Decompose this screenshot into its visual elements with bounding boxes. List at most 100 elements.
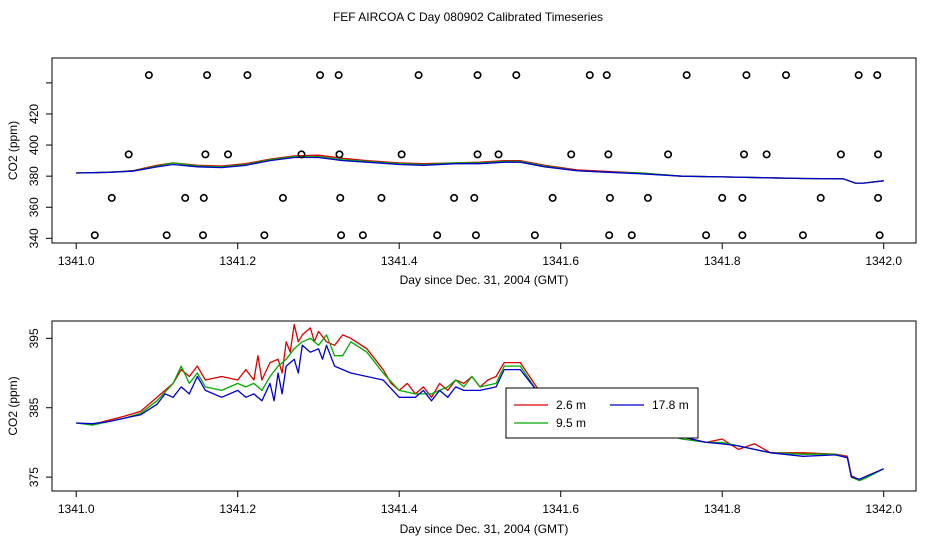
legend-label: 9.5 m [556,416,586,430]
calibration-marker [738,231,747,240]
y-axis-label: CO2 (ppm) [6,376,20,435]
calibration-marker [334,71,343,80]
calibration-marker [198,231,207,240]
calibration-marker [762,150,771,159]
y-tick-label: 400 [27,135,41,155]
series-line-17-8-m [76,156,884,184]
calibration-marker [604,150,613,159]
calibration-marker [874,193,883,202]
calibration-marker [336,193,345,202]
calibration-marker [585,71,594,80]
calibration-marker [854,71,863,80]
calibration-marker [397,150,406,159]
y-tick-label: 395 [27,328,41,348]
y-tick-label: 420 [27,104,41,124]
calibration-marker [201,150,210,159]
calibration-marker [433,231,442,240]
x-tick-label: 1341.2 [219,254,256,268]
x-tick-label: 1342.0 [865,254,902,268]
calibration-marker [243,71,252,80]
calibration-marker [512,71,521,80]
series-line-17-8-m [76,344,884,480]
calibration-marker [124,150,133,159]
calibration-marker [90,231,99,240]
legend-label: 2.6 m [556,398,586,412]
y-tick-label: 340 [27,228,41,248]
calibration-marker [199,193,208,202]
calibration-marker [471,231,480,240]
x-tick-label: 1341.8 [704,502,741,516]
x-axis-label: Day since Dec. 31, 2004 (GMT) [400,522,569,536]
x-tick-label: 1341.0 [58,502,95,516]
x-tick-label: 1342.0 [865,502,902,516]
calibration-marker [181,193,190,202]
calibration-marker [874,150,883,159]
calibration-marker [702,231,711,240]
top-panel: 1341.0 1341.2 1341.4 1341.6 1341.8 1342.0 340 3… [6,57,917,287]
calibration-marker [742,71,751,80]
y-tick-label: 385 [27,397,41,417]
series-line-9-5-m [76,334,884,482]
legend-box [505,387,699,439]
calibration-marker [470,193,479,202]
calibration-marker [297,150,306,159]
calibration-marker [643,193,652,202]
calibration-marker [494,150,503,159]
calibration-marker [162,231,171,240]
calibration-marker [473,150,482,159]
calibration-marker [602,71,611,80]
calibration-marker [337,231,346,240]
x-axis-label: Day since Dec. 31, 2004 (GMT) [400,273,569,287]
calibration-marker [605,193,614,202]
calibration-marker [873,71,882,80]
calibration-marker [567,150,576,159]
plot-frame [51,320,917,492]
calibration-marker [781,71,790,80]
calibration-marker [738,193,747,202]
calibration-marker [682,71,691,80]
legend: 2.6 m 17.8 m 9.5 m [505,387,699,439]
calibration-marker [548,193,557,202]
y-tick-label: 375 [27,467,41,487]
bottom-panel: 1341.0 1341.2 1341.4 1341.6 1341.8 1342.0 375 3… [6,320,917,536]
y-tick-label: 380 [27,166,41,186]
calibration-marker [224,150,233,159]
x-tick-label: 1341.4 [381,502,418,516]
calibration-marker [107,193,116,202]
series-line-9-5-m [76,156,884,184]
calibration-marker [335,150,344,159]
calibration-marker [836,150,845,159]
plot-frame [51,57,917,244]
calibration-marker [740,150,749,159]
calibration-marker [358,231,367,240]
series-line-2-6-m [76,323,884,481]
x-tick-label: 1341.0 [58,254,95,268]
legend-label: 17.8 m [652,398,689,412]
x-tick-label: 1341.2 [219,502,256,516]
calibration-marker [260,231,269,240]
calibration-marker [875,231,884,240]
calibration-marker [798,231,807,240]
calibration-marker [414,71,423,80]
x-tick-label: 1341.8 [704,254,741,268]
calibration-marker [718,193,727,202]
calibration-marker [664,150,673,159]
x-tick-label: 1341.4 [381,254,418,268]
calibration-marker [605,231,614,240]
calibration-marker [627,231,636,240]
calibration-marker [203,71,212,80]
calibration-marker [377,193,386,202]
y-tick-label: 360 [27,197,41,217]
x-tick-label: 1341.6 [542,502,579,516]
y-axis-label: CO2 (ppm) [6,121,20,180]
page-title: FEF AIRCOA C Day 080902 Calibrated Times… [332,10,604,24]
calibration-marker [144,71,153,80]
calibration-marker [450,193,459,202]
x-tick-label: 1341.6 [542,254,579,268]
calibration-marker [278,193,287,202]
calibration-marker [473,71,482,80]
calibration-marker [530,231,539,240]
series-line-2-6-m [76,154,884,184]
calibration-marker [316,71,325,80]
